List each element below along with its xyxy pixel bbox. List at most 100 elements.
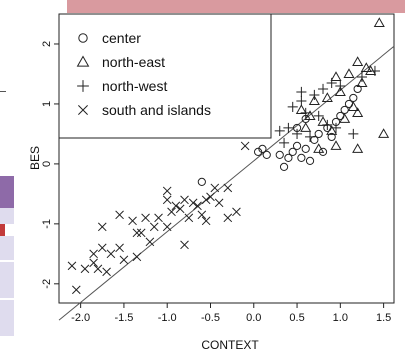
x-point [210, 183, 220, 193]
plus-point [330, 122, 342, 133]
triangle-point [304, 110, 316, 120]
circle-point [301, 144, 310, 154]
x-tick-label: -2.0 [71, 312, 90, 324]
x-point [80, 264, 90, 274]
x-point [145, 237, 155, 247]
triangle-point [339, 113, 351, 123]
circle-point [314, 129, 323, 139]
y-tick-label: -2 [41, 279, 53, 289]
circle-point [305, 156, 315, 165]
x-point [162, 186, 172, 196]
x-point [89, 249, 98, 259]
triangle-point [373, 17, 385, 28]
legend-label: south and islands [102, 102, 211, 118]
triangle-point [378, 128, 390, 138]
x-point [197, 210, 207, 220]
plus-point [369, 65, 380, 77]
plus-point [300, 107, 311, 118]
x-point [132, 228, 142, 238]
x-point [154, 213, 163, 223]
x-point [214, 198, 224, 208]
y-tick-label: 0 [41, 161, 53, 167]
side-panel-strip [0, 262, 14, 298]
triangle-point [352, 107, 364, 117]
x-point [106, 249, 116, 259]
plus-point [287, 101, 298, 112]
circle-point [253, 147, 263, 157]
x-point [232, 207, 241, 217]
header-bar [67, 0, 405, 13]
x-point [180, 240, 189, 250]
x-point [201, 216, 211, 226]
triangle-point [326, 125, 338, 135]
plus-point [304, 131, 316, 142]
x-tick-label: 1.0 [333, 312, 348, 324]
plus-point [292, 128, 303, 139]
x-point [132, 252, 142, 262]
legend: center north-east north-west south and isla… [58, 13, 272, 139]
triangle-point [360, 62, 372, 72]
triangle-point [343, 68, 355, 78]
x-point [193, 201, 202, 211]
triangle-point [308, 95, 320, 105]
side-panel-strip [0, 236, 14, 260]
plus-point [356, 71, 368, 82]
y-tick-label: -1 [41, 219, 53, 229]
plus-point [283, 122, 294, 133]
x-point [136, 228, 146, 238]
plus-point [279, 137, 290, 148]
triangle-point [352, 143, 364, 153]
circle-point [258, 144, 267, 154]
x-tick-label: -1.0 [158, 312, 177, 324]
x-point [162, 195, 172, 205]
plus-point [326, 77, 337, 88]
x-point [180, 195, 189, 205]
x-point [115, 243, 124, 253]
x-point [206, 192, 215, 202]
legend-label: center [102, 30, 141, 46]
legend-marker [77, 80, 89, 92]
side-tab-purple[interactable] [0, 176, 14, 208]
circle-point [292, 141, 302, 151]
plus-point [309, 89, 320, 100]
x-point [97, 243, 107, 253]
circle-point [275, 150, 284, 160]
x-tick-label: -1.5 [114, 312, 133, 324]
x-point [71, 285, 81, 295]
x-point [102, 267, 111, 277]
x-point [97, 222, 107, 232]
x-point [89, 258, 98, 268]
x-point [201, 195, 211, 205]
x-point [128, 216, 137, 226]
x-point [223, 213, 233, 223]
plus-point [317, 83, 329, 94]
side-panel-strip [0, 300, 14, 336]
x-point [188, 198, 198, 208]
circle-point [197, 177, 206, 186]
plus-point [296, 86, 307, 97]
triangle-point [330, 140, 342, 150]
triangle-point [300, 122, 312, 132]
plus-point [335, 80, 346, 91]
margin-tick-mark [0, 91, 6, 92]
triangle-point [321, 92, 333, 102]
circle-point [349, 93, 358, 103]
legend-box [58, 13, 272, 139]
x-point [119, 255, 129, 265]
x-tick-label: -0.5 [201, 312, 220, 324]
circle-point [279, 162, 289, 171]
circle-point [327, 132, 336, 142]
circle-point [262, 150, 271, 160]
triangle-point [365, 65, 377, 75]
side-marker-red [0, 224, 5, 236]
x-point [141, 213, 150, 223]
legend-marker [78, 33, 88, 43]
side-panel-strip [0, 208, 14, 224]
x-point [171, 201, 181, 211]
x-point [175, 204, 185, 214]
x-tick-label: 0.0 [246, 312, 261, 324]
circle-point [284, 153, 293, 163]
x-point [223, 183, 233, 193]
x-point [240, 141, 250, 151]
